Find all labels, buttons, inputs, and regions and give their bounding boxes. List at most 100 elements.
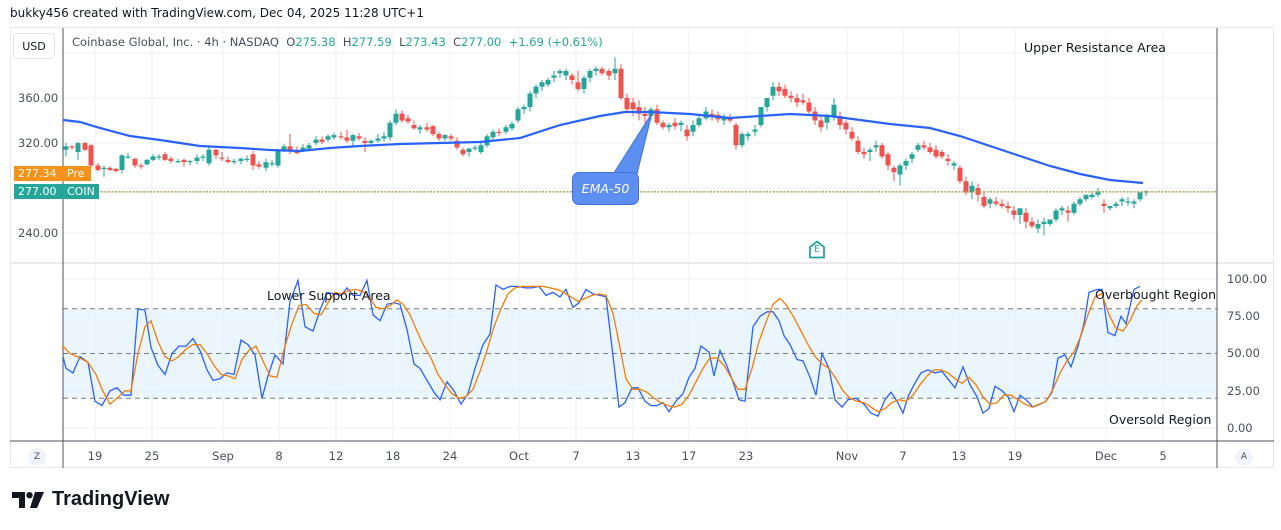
date-tick: 19 (87, 449, 103, 463)
candle-body (879, 145, 885, 157)
candle-body (806, 102, 812, 112)
candle-body (696, 118, 702, 125)
candle-body (794, 98, 800, 103)
low-value: 273.43 (405, 35, 446, 49)
candle-body (690, 125, 696, 132)
candle-body (999, 203, 1005, 206)
candle-body (269, 163, 275, 165)
candle-body (612, 68, 618, 74)
candle-body (1119, 199, 1125, 202)
symbol-title: Coinbase Global, Inc. · 4h · NASDAQ (72, 35, 279, 49)
candle-body (1041, 221, 1047, 224)
date-tick: 24 (442, 449, 458, 463)
date-tick: 5 (1159, 449, 1167, 463)
candle-body (306, 145, 312, 149)
candle-body (800, 100, 806, 103)
candle-body (1059, 208, 1065, 211)
candle-body (466, 148, 472, 152)
candle-body (1047, 219, 1053, 224)
candle-body (472, 147, 478, 149)
symbol-legend: Coinbase Global, Inc. · 4h · NASDAQ O275… (72, 35, 603, 49)
candle-body (563, 71, 569, 76)
date-tick: 25 (144, 449, 160, 463)
price-tick-240: 240.00 (18, 226, 59, 240)
candle-body (987, 199, 993, 204)
candle-body (533, 86, 539, 94)
date-tick: 13 (625, 449, 641, 463)
candle-body (957, 167, 963, 182)
candle-body (1071, 203, 1077, 213)
candle-body (356, 136, 362, 139)
candle-body (1011, 210, 1017, 215)
candle-body (362, 140, 368, 143)
candle-body (399, 113, 405, 121)
candle-body (678, 122, 684, 125)
candle-body (867, 149, 873, 152)
date-tick: 8 (275, 449, 283, 463)
auto-scale-button[interactable]: A (1235, 448, 1253, 466)
candle-body (1083, 194, 1089, 200)
candle-body (521, 107, 527, 110)
candle-body (244, 158, 250, 160)
candle-body (776, 86, 782, 92)
candle-body (411, 125, 417, 129)
candle-body (933, 149, 939, 157)
candle-body (873, 145, 879, 148)
candle-body (150, 156, 156, 160)
candle-body (88, 145, 94, 166)
date-tick: Nov (835, 449, 859, 463)
candle-body (225, 159, 231, 163)
candle-body (981, 197, 987, 206)
zoom-reset-button[interactable]: Z (28, 448, 46, 466)
candle-body (187, 161, 193, 163)
low-label: L (399, 35, 406, 49)
candle-body (460, 149, 466, 155)
candle-body (539, 82, 545, 87)
stoch-tick-75: 75.00 (1227, 309, 1260, 323)
candle-body (101, 167, 107, 169)
candle-body (63, 146, 69, 150)
currency-button[interactable]: USD (13, 33, 55, 59)
open-value: 275.38 (295, 35, 336, 49)
candle-body (231, 161, 237, 163)
candle-body (885, 154, 891, 166)
candle-body (503, 127, 509, 132)
candle-body (855, 140, 861, 152)
candle-body (256, 164, 262, 167)
candle-body (788, 95, 794, 98)
candle-body (300, 147, 306, 151)
candle-body (515, 109, 521, 121)
candle-body (897, 165, 903, 175)
candle-body (331, 135, 337, 138)
candle-body (939, 152, 945, 157)
candle-body (319, 139, 325, 142)
candle-body (843, 122, 849, 130)
tradingview-logo[interactable]: TradingView (12, 488, 169, 511)
candle-body (1131, 201, 1137, 204)
date-tick: 13 (951, 449, 967, 463)
open-label: O (286, 35, 296, 49)
candle-body (436, 134, 442, 139)
candle-body (194, 157, 200, 161)
candle-body (831, 104, 837, 116)
date-tick: 7 (899, 449, 907, 463)
close-label: C (453, 35, 462, 49)
earnings-marker[interactable]: E (808, 240, 826, 259)
date-tick: 19 (1007, 449, 1023, 463)
date-tick: Oct (509, 449, 529, 463)
candle-body (219, 157, 225, 159)
candle-body (144, 159, 150, 165)
candle-body (733, 125, 739, 146)
candle-body (770, 86, 776, 96)
candle-body (951, 163, 957, 166)
candle-body (782, 89, 788, 96)
candle-body (891, 167, 897, 173)
date-tick: Dec (1094, 449, 1118, 463)
candle-body (168, 158, 174, 161)
candle-body (1017, 208, 1023, 215)
candle-body (1137, 192, 1143, 200)
candle-body (1101, 203, 1107, 206)
candle-body (927, 147, 933, 152)
date-tick: 17 (681, 449, 697, 463)
